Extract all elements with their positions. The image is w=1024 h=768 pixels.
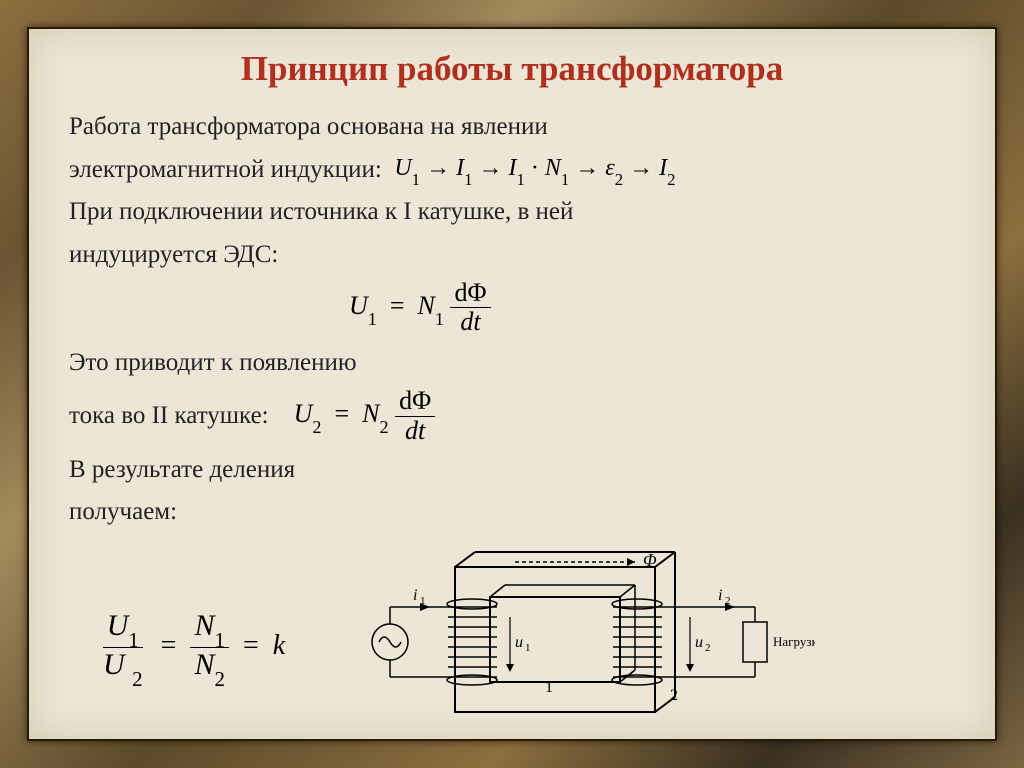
- para2-line2: индуцируется ЭДС:: [69, 237, 955, 273]
- para4-line1: В результате деления: [69, 452, 955, 488]
- bottom-row: U1 U 2 = N1 N2 = k: [69, 542, 955, 753]
- phi-label: Φ: [643, 550, 657, 570]
- para2-line1: При подключении источника к I катушке, в…: [69, 194, 955, 230]
- transformer-diagram: Φ: [335, 542, 955, 753]
- intro-line-2: электромагнитной индукции: U1 → I1 → I1 …: [69, 151, 955, 188]
- para3-text-b: тока во II катушке:: [69, 398, 269, 434]
- para3-line2: тока во II катушке: U2 = N2 dΦ dt: [69, 387, 955, 445]
- coil1-label: 1: [545, 679, 553, 696]
- ratio-equation: U1 U 2 = N1 N2 = k: [99, 609, 285, 686]
- intro-text-1a: Работа трансформатора основана на явлени…: [69, 109, 548, 145]
- intro-line-1: Работа трансформатора основана на явлени…: [69, 109, 955, 145]
- i1-sub: 1: [420, 595, 426, 607]
- para3-line1: Это приводит к появлению: [69, 345, 955, 381]
- load-label: Нагрузка: [773, 634, 815, 649]
- u2-label: u: [695, 634, 703, 651]
- equation-u1: U1 = N1 dΦ dt: [349, 279, 955, 337]
- para4-line2: получаем:: [69, 494, 955, 530]
- i1-label: i: [413, 587, 417, 604]
- induction-chain: U1 → I1 → I1 · N1 → ε2 → I2: [394, 151, 675, 188]
- para4-text-b: получаем:: [69, 494, 177, 530]
- i2-sub: 2: [725, 595, 731, 607]
- para4-text-a: В результате деления: [69, 452, 295, 488]
- equation-u2: U2 = N2 dΦ dt: [294, 387, 436, 445]
- coil2-label: 2: [670, 687, 678, 704]
- para2-text-a: При подключении источника к I катушке, в…: [69, 194, 573, 230]
- para3-text: Это приводит к появлению: [69, 345, 357, 381]
- u2-sub: 2: [705, 642, 711, 654]
- body: Работа трансформатора основана на явлени…: [69, 109, 955, 753]
- para2-text-b: индуцируется ЭДС:: [69, 237, 278, 273]
- u1-label: u: [515, 634, 523, 651]
- u1-sub: 1: [525, 642, 531, 654]
- intro-text-1b: электромагнитной индукции:: [69, 152, 382, 188]
- page-title: Принцип работы трансформатора: [69, 49, 955, 89]
- content-card: Принцип работы трансформатора Работа тра…: [27, 27, 997, 741]
- i2-label: i: [718, 587, 722, 604]
